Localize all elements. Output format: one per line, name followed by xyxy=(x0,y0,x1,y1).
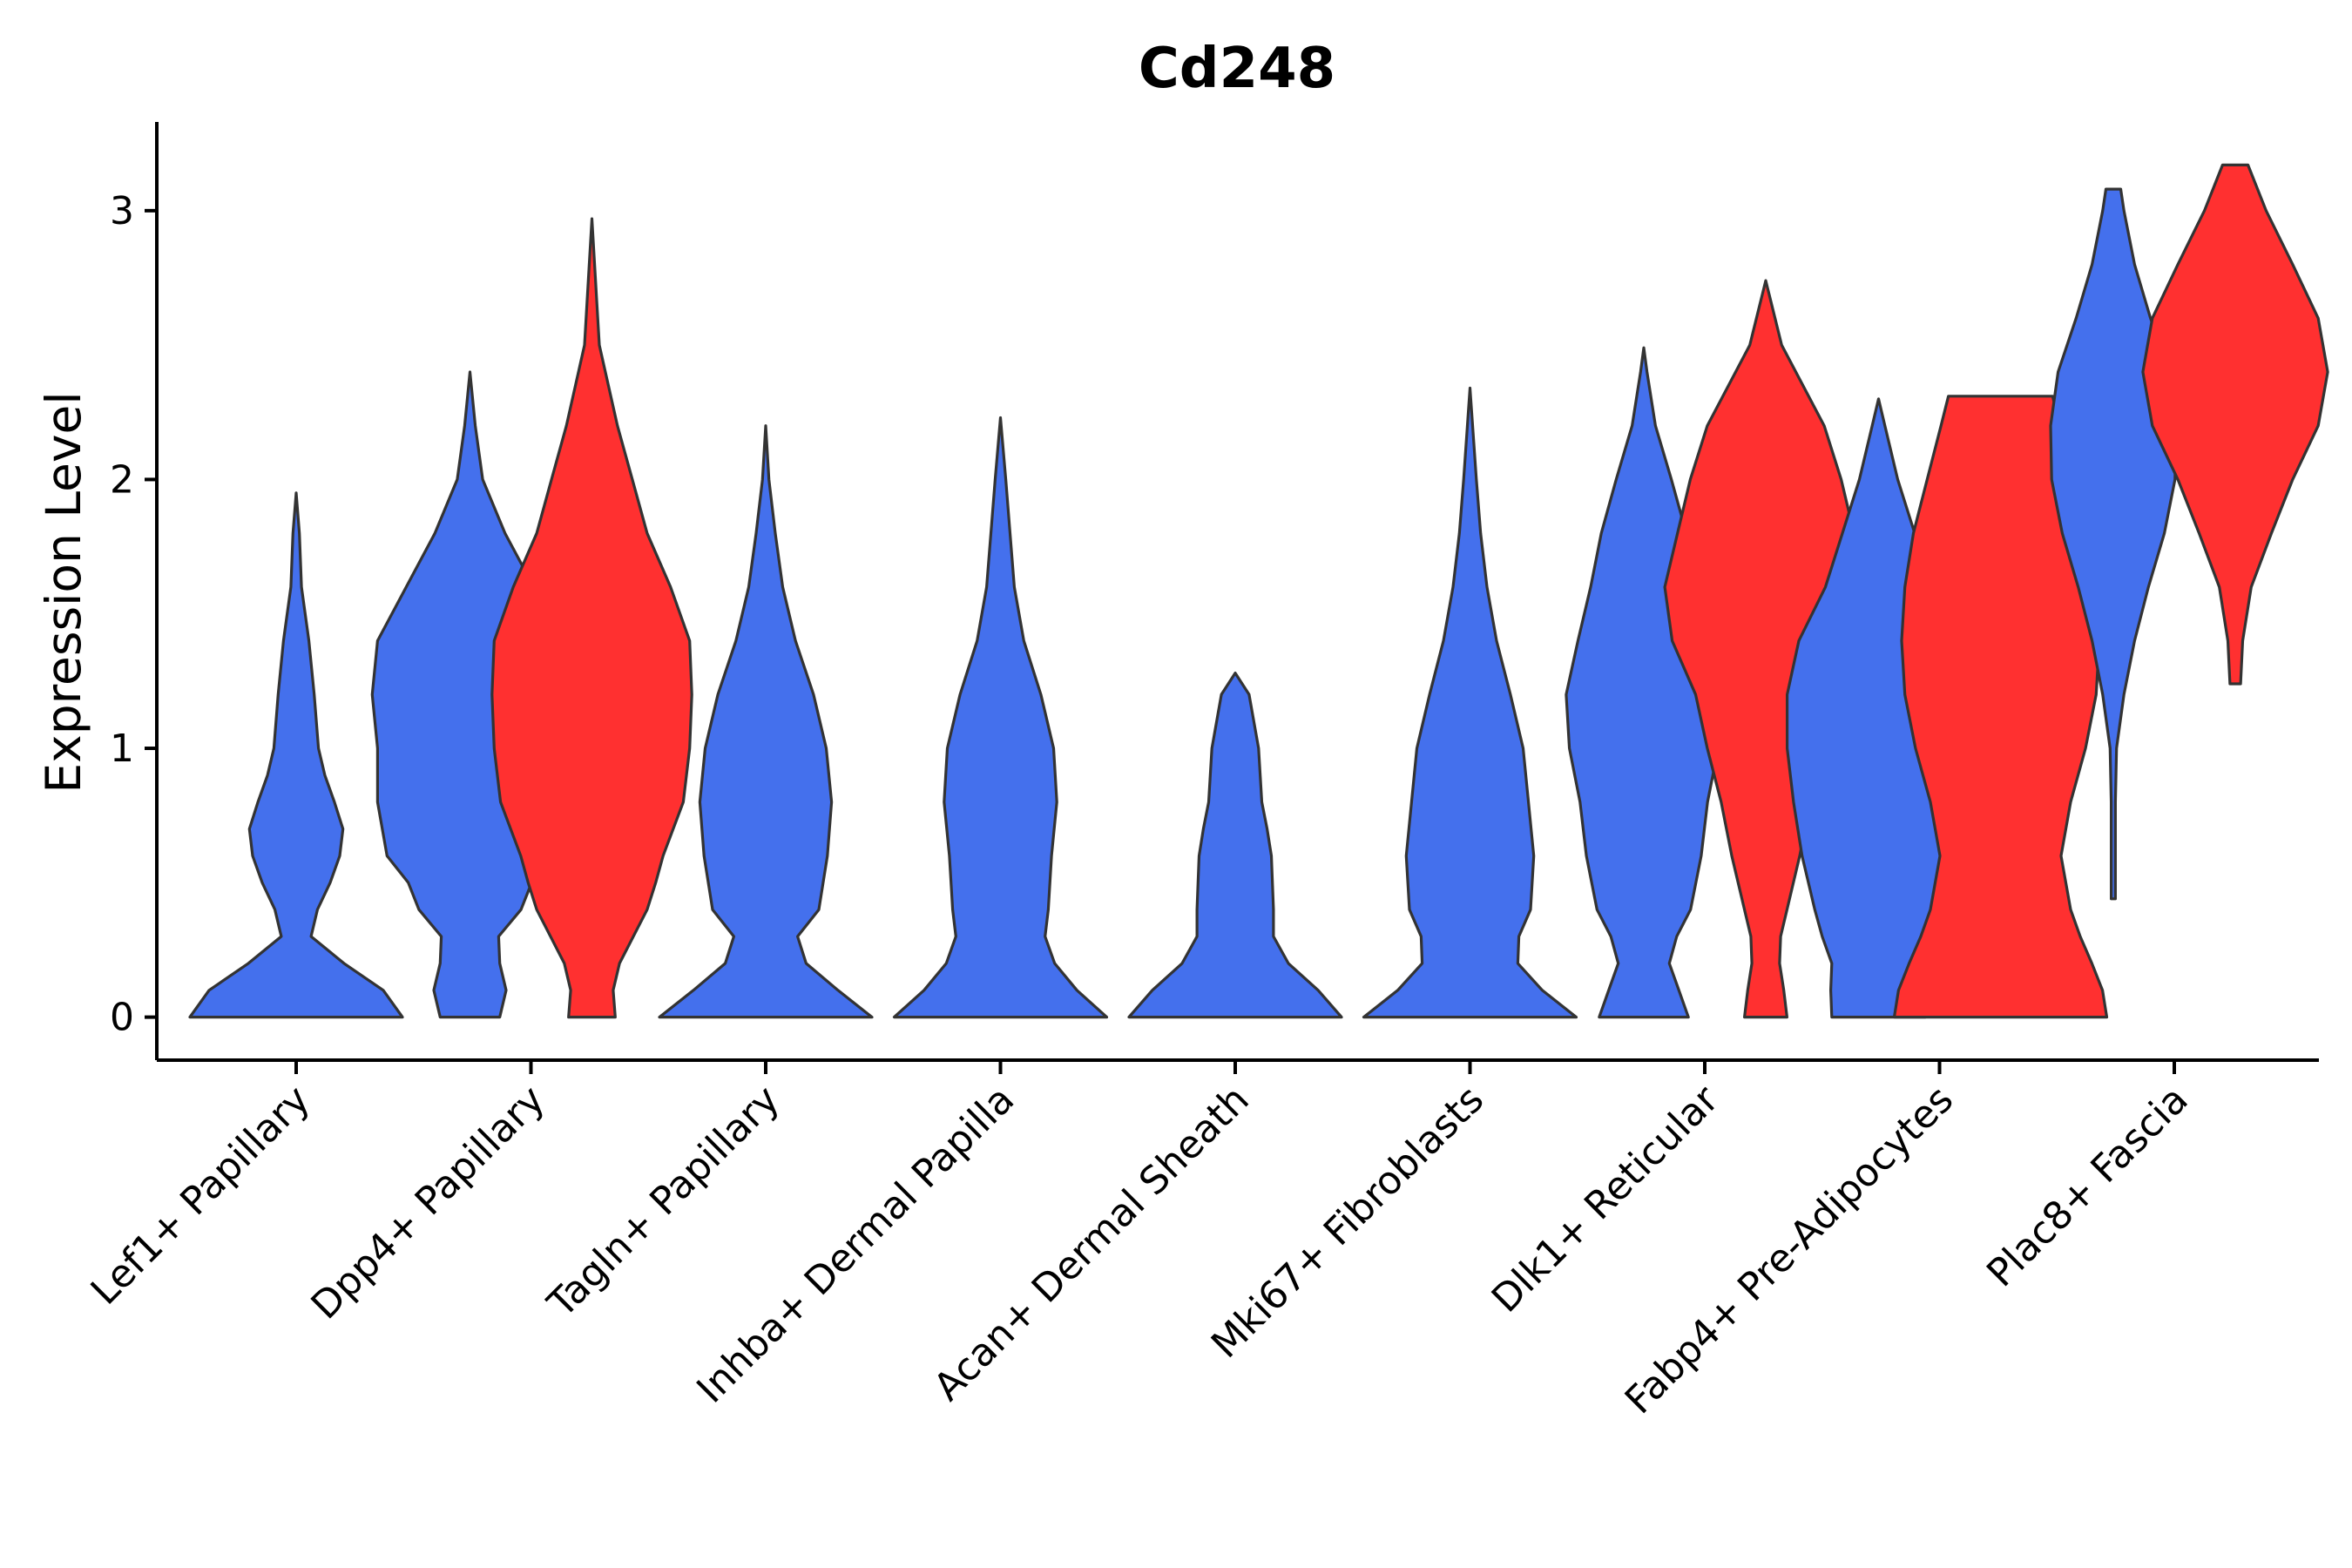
y-tick-label-2: 2 xyxy=(110,457,134,502)
y-tick-label-3: 3 xyxy=(110,189,134,233)
violin-layer xyxy=(188,163,2329,1019)
x-tick-label-5: Mki67+ Fibroblasts xyxy=(1203,1078,1492,1367)
violin-5-0 xyxy=(1362,386,1578,1019)
violin-2-0 xyxy=(658,424,874,1019)
x-tick-label-8: Plac8+ Fascia xyxy=(1978,1078,2197,1296)
chart-title: Cd248 xyxy=(1139,37,1335,101)
x-tick-label-0: Lef1+ Papillary xyxy=(83,1078,319,1314)
x-tick-label-1: Dpp4+ Papillary xyxy=(303,1078,554,1328)
y-axis-label: Expression Level xyxy=(36,391,91,793)
violin-8-1 xyxy=(2141,163,2329,686)
violin-7-1 xyxy=(1892,395,2109,1019)
x-tick-label-2: Tagln+ Papillary xyxy=(539,1078,788,1327)
violin-4-0 xyxy=(1127,672,1343,1019)
y-tick-label-1: 1 xyxy=(110,727,134,771)
violin-3-0 xyxy=(892,416,1109,1019)
violin-1-1 xyxy=(490,217,693,1019)
violin-6-0 xyxy=(1565,346,1723,1019)
violin-0-0 xyxy=(188,491,404,1019)
x-tick-label-6: Dlk1+ Reticular xyxy=(1484,1077,1728,1321)
y-tick-label-0: 0 xyxy=(110,996,134,1040)
